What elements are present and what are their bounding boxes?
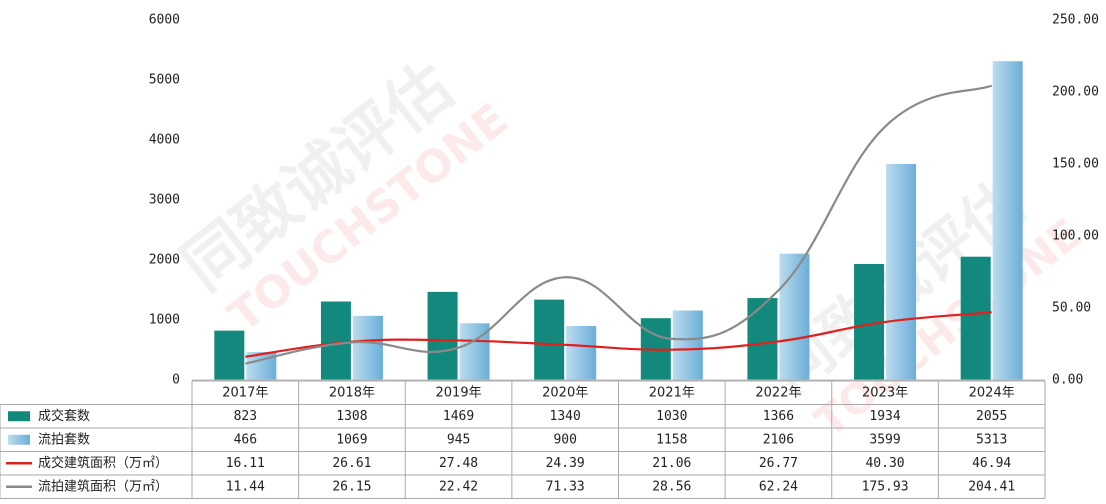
table-cell: 46.94 (972, 456, 1011, 471)
legend-swatch (8, 434, 30, 445)
y2-tick-label: 50.00 (1052, 301, 1091, 316)
bar (672, 310, 703, 380)
table-cell: 11.44 (226, 479, 265, 494)
table-cell: 21.06 (652, 456, 691, 471)
y-tick-label: 1000 (149, 313, 180, 328)
table-cell: 3599 (869, 432, 900, 447)
table-cell: 823 (234, 409, 257, 424)
y-tick-label: 2000 (149, 253, 180, 268)
table-cell: 26.15 (332, 479, 371, 494)
x-tick-label: 2024年 (969, 385, 1015, 400)
table-cell: 28.56 (652, 479, 691, 494)
x-tick-label: 2019年 (436, 385, 482, 400)
table-cell: 26.61 (332, 456, 371, 471)
y2-tick-label: 150.00 (1052, 157, 1099, 172)
y-tick-label: 4000 (149, 133, 180, 148)
table-cell: 1158 (656, 432, 687, 447)
bar (960, 256, 991, 380)
table-cell: 1030 (656, 409, 687, 424)
table-cell: 24.39 (546, 456, 585, 471)
bar (566, 326, 597, 380)
x-tick-label: 2023年 (862, 385, 908, 400)
bar (320, 301, 351, 380)
bar (427, 291, 458, 380)
line (245, 84, 993, 365)
table-cell: 26.77 (759, 456, 798, 471)
y-tick-label: 3000 (149, 193, 180, 208)
y2-tick-label: 200.00 (1052, 85, 1099, 100)
y2-tick-label: 250.00 (1052, 13, 1099, 28)
x-tick-label: 2017年 (222, 385, 268, 400)
bar (352, 315, 383, 380)
table-cell: 5313 (976, 432, 1007, 447)
table-cell: 1469 (443, 409, 474, 424)
y-tick-label: 6000 (149, 13, 180, 28)
table-cell: 175.93 (862, 479, 909, 494)
table-cell: 16.11 (226, 456, 265, 471)
bar (992, 61, 1023, 380)
legend-label: 成交套数 (38, 408, 90, 424)
y2-tick-label: 100.00 (1052, 229, 1099, 244)
table-cell: 2055 (976, 409, 1007, 424)
table-cell: 2106 (763, 432, 794, 447)
bar (747, 298, 778, 380)
bar (779, 253, 810, 380)
bar (886, 164, 917, 380)
legend-label: 成交建筑面积（万㎡） (38, 455, 168, 471)
x-tick-label: 2022年 (755, 385, 801, 400)
table-cell: 71.33 (546, 479, 585, 494)
x-tick-label: 2020年 (542, 385, 588, 400)
table-cell: 27.48 (439, 456, 478, 471)
table-cell: 40.30 (865, 456, 904, 471)
table-cell: 466 (234, 432, 257, 447)
bar (534, 299, 565, 380)
legend-swatch (8, 411, 30, 422)
y2-tick-label: 0.00 (1052, 373, 1083, 388)
table-cell: 1366 (763, 409, 794, 424)
y-tick-label: 0 (172, 373, 180, 388)
table-cell: 62.24 (759, 479, 798, 494)
table-cell: 1069 (336, 432, 367, 447)
bar (214, 330, 245, 380)
legend-label: 流拍套数 (38, 431, 90, 447)
table-cell: 1308 (336, 409, 367, 424)
table-cell: 1934 (869, 409, 900, 424)
line (245, 311, 992, 358)
x-tick-label: 2021年 (649, 385, 695, 400)
table-cell: 22.42 (439, 479, 478, 494)
table-cell: 1340 (550, 409, 581, 424)
legend-label: 流拍建筑面积（万㎡） (38, 478, 168, 494)
table-cell: 204.41 (968, 479, 1015, 494)
table-cell: 945 (447, 432, 470, 447)
y-tick-label: 5000 (149, 73, 180, 88)
x-tick-label: 2018年 (329, 385, 375, 400)
table-cell: 900 (553, 432, 576, 447)
